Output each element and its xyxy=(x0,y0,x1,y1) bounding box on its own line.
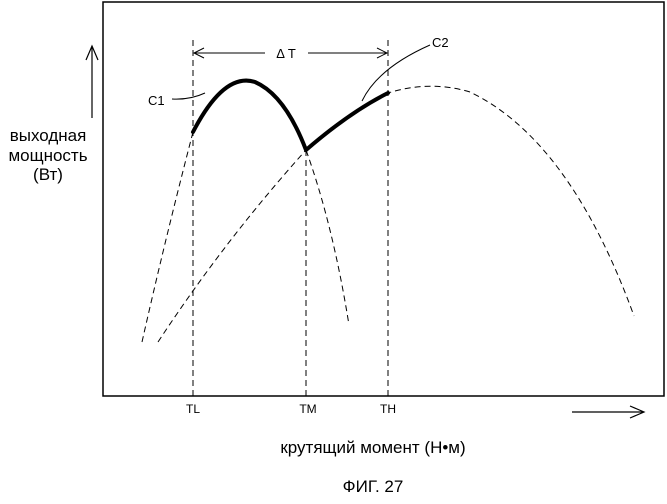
delta-t-label: Δ T xyxy=(276,46,296,61)
y-axis-label-line-2: мощность xyxy=(8,146,87,165)
curve-c2-dashed xyxy=(157,85,635,343)
combined-output-curve xyxy=(191,78,390,152)
tick-label-tl: TL xyxy=(186,402,200,416)
c2-leader-line xyxy=(361,44,431,102)
curve-label-c1: C1 xyxy=(148,93,165,108)
x-axis-arrow xyxy=(572,405,646,419)
y-axis-label: выходная мощность (Вт) xyxy=(8,126,87,184)
tick-label-th: TH xyxy=(380,402,396,416)
curve-label-c2: C2 xyxy=(432,35,449,50)
plot-frame xyxy=(102,1,665,397)
y-axis-label-line-1: выходная xyxy=(10,126,87,145)
figure-caption: ФИГ. 27 xyxy=(343,477,404,496)
delta-t-interval-arrow xyxy=(192,47,389,59)
y-axis-label-line-3: (Вт) xyxy=(33,165,63,184)
c1-leader-line xyxy=(171,92,206,100)
y-axis-arrow xyxy=(85,44,99,118)
tick-label-tm: TM xyxy=(299,402,316,416)
curve-c1-dashed xyxy=(141,80,350,343)
x-axis-label: крутящий момент (Н•м) xyxy=(280,438,465,457)
